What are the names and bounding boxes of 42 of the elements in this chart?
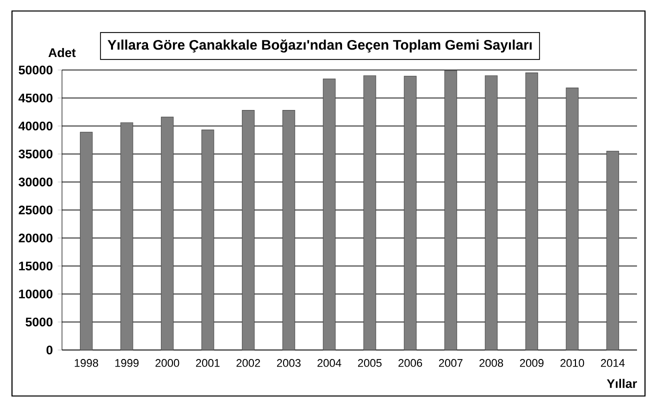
y-tick-label: 20000	[18, 234, 52, 242]
bar	[363, 75, 376, 350]
y-tick-label: 25000	[18, 206, 52, 214]
x-tick-label: 2007	[438, 359, 462, 367]
bar	[242, 110, 255, 350]
bar	[322, 78, 336, 350]
x-tick-label: 2009	[520, 359, 544, 367]
bar	[120, 122, 134, 350]
x-tick-label: 2004	[318, 359, 342, 367]
bar	[160, 116, 174, 350]
x-tick-label: 2014	[600, 359, 625, 367]
chart-title: Yıllara Göre Çanakkale Boğazı'ndan Geçen Toplam Gemi Sayıları	[108, 39, 532, 53]
y-tick-label: 45000	[18, 94, 52, 102]
y-tick-label: 50000	[18, 66, 52, 74]
x-tick-label: 2003	[277, 359, 301, 367]
x-tick-label: 2002	[236, 359, 260, 367]
x-tick-label: 2001	[196, 359, 220, 367]
y-tick-label: 0	[46, 346, 52, 354]
bar	[201, 130, 214, 350]
y-tick-label: 35000	[18, 150, 52, 158]
x-tick-label: 2008	[479, 359, 504, 367]
bar	[606, 150, 620, 350]
x-tick-label: 2006	[398, 359, 422, 367]
x-tick-label: 2005	[358, 359, 382, 367]
bar	[80, 132, 93, 350]
bar	[484, 75, 498, 350]
y-tick-label: 10000	[19, 290, 52, 298]
bar	[404, 76, 417, 350]
x-tick-label: 1999	[115, 359, 139, 367]
y-tick-label: 15000	[19, 262, 52, 270]
x-tick-label: 2000	[156, 359, 180, 367]
y-tick-label: 40000	[18, 122, 52, 130]
x-tick-label: 1998	[74, 359, 98, 367]
bar	[566, 88, 579, 350]
bar	[444, 70, 458, 350]
bar	[282, 110, 296, 350]
bar	[525, 72, 538, 350]
x-tick-label: 2010	[560, 359, 584, 367]
x-axis-title: Yıllar	[606, 378, 637, 388]
y-axis-title: Adet	[48, 48, 76, 58]
y-tick-label: 30000	[18, 178, 52, 186]
y-tick-label: 5000	[26, 318, 52, 326]
